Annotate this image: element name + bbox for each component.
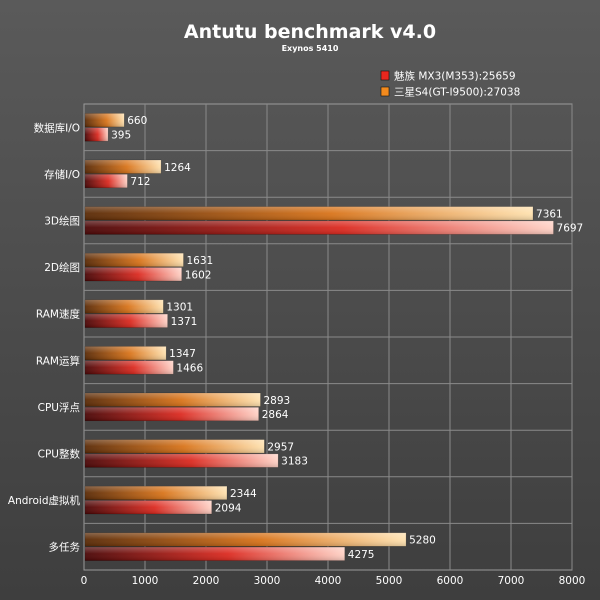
category-label: Android虚拟机 — [8, 494, 81, 507]
data-label: 395 — [111, 129, 131, 141]
data-label: 5280 — [409, 535, 436, 547]
bar-highlight — [85, 453, 279, 468]
bar-highlight — [85, 174, 128, 188]
x-tick-label: 1000 — [132, 575, 159, 587]
grid-lines — [84, 104, 573, 570]
category-labels: 数据库I/O 存储I/O 3D绘图 2D绘图 RAM速度 RAM运算 CPU浮点 CPU整数 A… — [8, 121, 81, 553]
x-tick-label: 8000 — [559, 575, 586, 587]
legend-swatch — [380, 70, 390, 81]
bar-highlight — [85, 360, 174, 375]
data-label: 2957 — [267, 441, 294, 453]
data-label: 4275 — [348, 549, 375, 561]
data-label: 2864 — [262, 409, 289, 421]
data-label: 660 — [127, 115, 147, 127]
category-label: RAM运算 — [36, 354, 80, 367]
data-label: 2094 — [215, 502, 242, 514]
bar-highlight — [85, 486, 227, 500]
x-tick-label: 0 — [81, 575, 88, 587]
bar-highlight — [85, 220, 554, 235]
data-label: 1264 — [164, 162, 191, 174]
bar-highlight — [85, 267, 182, 281]
x-tick-label: 5000 — [376, 575, 403, 587]
bar-highlight — [85, 547, 345, 561]
category-label: 2D绘图 — [44, 261, 80, 274]
legend-label: 魅族 MX3(M353):25659 — [394, 70, 516, 83]
data-label: 1301 — [166, 302, 193, 314]
bar-highlight — [85, 299, 164, 314]
bars: 660 395 1264 712 7361 7697 1631 1602 1301 1371 134… — [84, 113, 584, 561]
x-axis-ticks: 0 1000 2000 3000 4000 5000 6000 7000 8000 — [81, 575, 586, 587]
data-label: 2344 — [230, 488, 257, 500]
x-tick-label: 7000 — [498, 575, 525, 587]
data-label: 1631 — [186, 255, 213, 267]
data-label: 3183 — [281, 456, 308, 468]
data-label: 1466 — [176, 362, 203, 374]
data-label: 1371 — [171, 316, 198, 328]
category-label: 数据库I/O — [34, 121, 80, 134]
x-tick-label: 6000 — [437, 575, 464, 587]
bar-highlight — [85, 113, 125, 127]
bar-highlight — [85, 314, 168, 328]
x-tick-label: 2000 — [193, 575, 220, 587]
bar-highlight — [85, 346, 167, 360]
bar-highlight — [85, 127, 109, 142]
chart-subtitle: Exynos 5410 — [282, 44, 339, 53]
data-label: 2893 — [263, 395, 290, 407]
legend: 魅族 MX3(M353):25659 三星S4(GT-I9500):27038 — [380, 70, 520, 99]
data-label: 1347 — [169, 348, 196, 360]
bar-highlight — [85, 407, 259, 421]
category-label: RAM速度 — [36, 308, 81, 321]
bar-highlight — [85, 393, 261, 407]
category-label: 存储I/O — [44, 168, 80, 181]
bar-highlight — [85, 160, 162, 174]
data-label: 712 — [130, 176, 150, 188]
legend-swatch — [380, 86, 390, 97]
chart-title: Antutu benchmark v4.0 — [184, 21, 436, 43]
bar-highlight — [85, 500, 212, 514]
category-label: 3D绘图 — [44, 215, 80, 228]
data-label: 7361 — [536, 208, 563, 220]
bar-highlight — [85, 532, 407, 547]
category-label: CPU整数 — [38, 448, 81, 461]
category-label: 多任务 — [49, 541, 81, 554]
data-label: 1602 — [185, 269, 212, 281]
bar-highlight — [85, 206, 534, 221]
x-tick-label: 4000 — [315, 575, 342, 587]
data-label: 7697 — [557, 223, 584, 235]
category-label: CPU浮点 — [38, 402, 80, 414]
x-tick-label: 3000 — [254, 575, 281, 587]
legend-label: 三星S4(GT-I9500):27038 — [394, 87, 520, 99]
bar-highlight — [85, 253, 184, 267]
bar-highlight — [85, 439, 265, 454]
